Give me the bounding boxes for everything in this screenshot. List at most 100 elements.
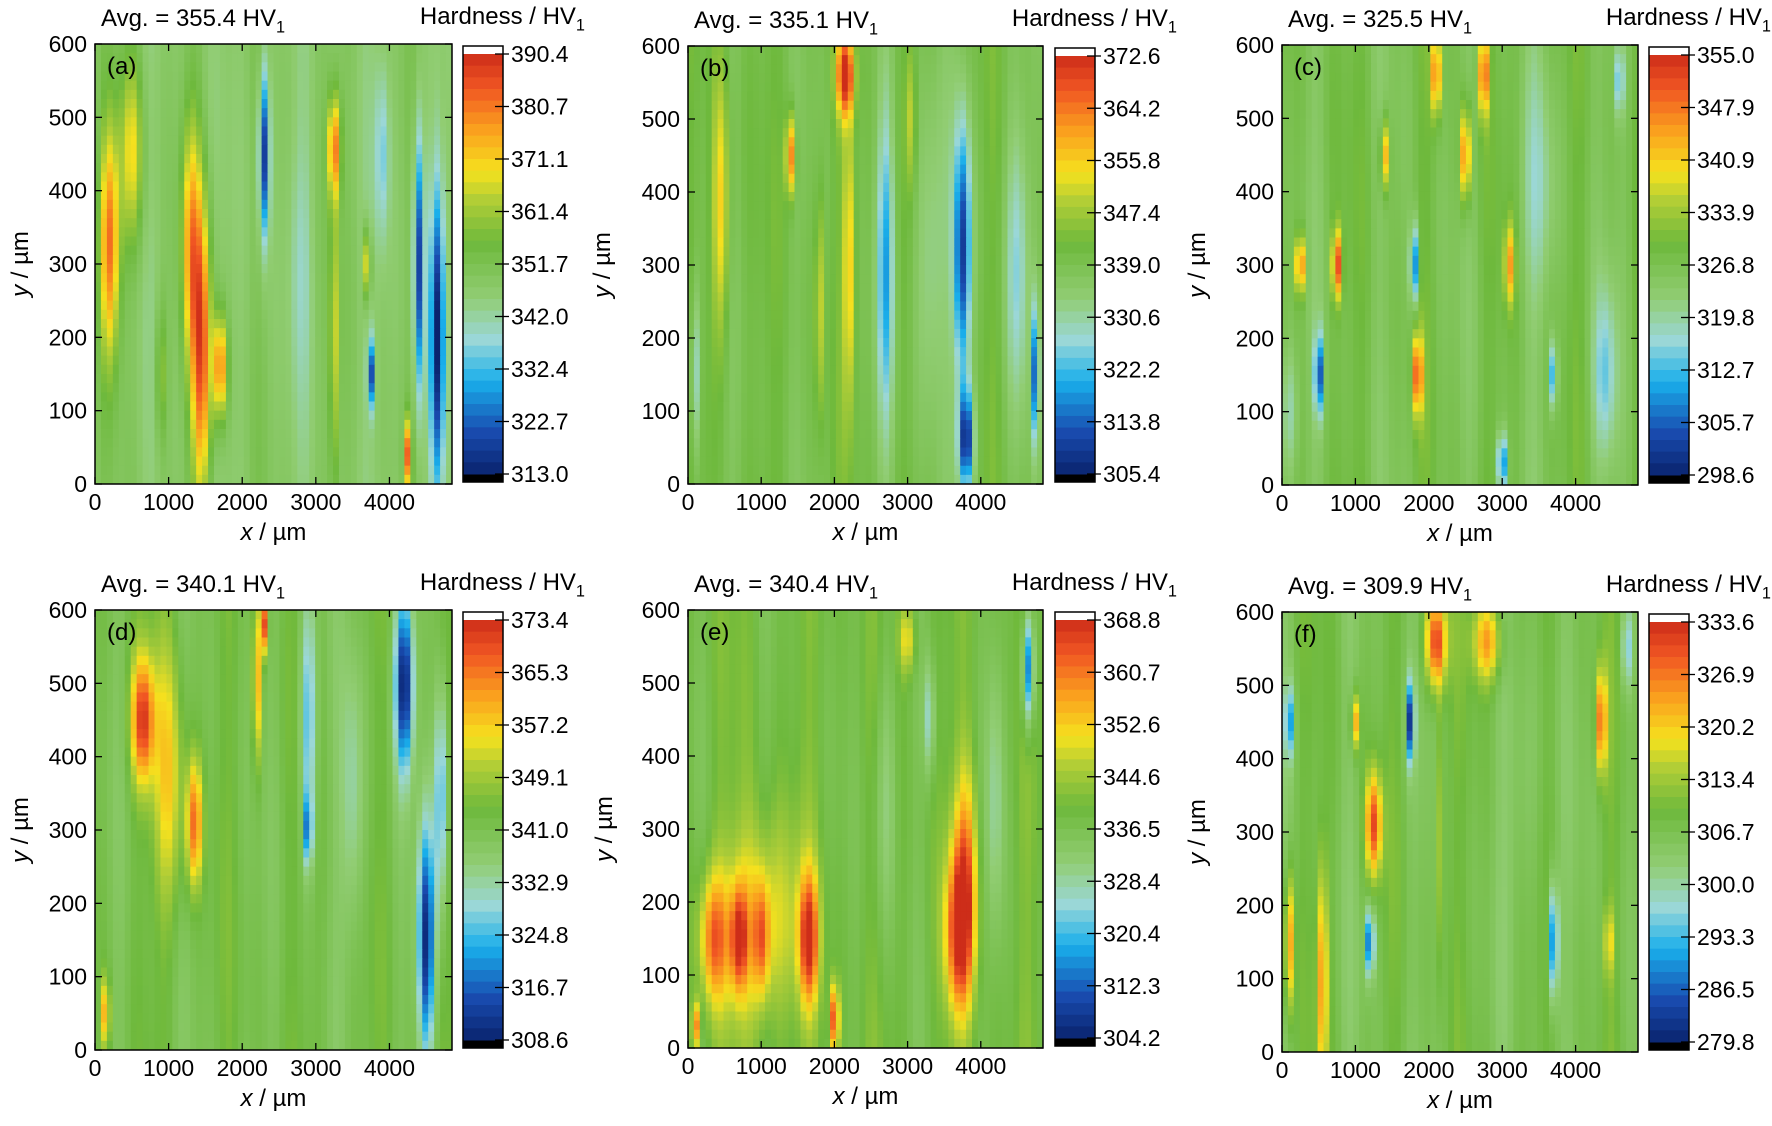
heatmap-cell (853, 46, 861, 56)
heatmap-cell (261, 108, 269, 118)
heatmap-cell (386, 401, 394, 412)
heatmap-cell (859, 128, 867, 138)
heatmap-cell (847, 128, 855, 138)
heatmap-cell (416, 71, 423, 82)
heatmap-cell (386, 144, 394, 155)
heatmap-cell (966, 274, 973, 284)
heatmap-cell (983, 292, 991, 303)
heatmap-cell (148, 44, 156, 54)
heatmap-cell (208, 227, 215, 238)
heatmap-cell (404, 62, 411, 73)
heatmap-cell (1025, 228, 1032, 239)
heatmap-cell (184, 410, 191, 421)
heatmap-cell (948, 228, 955, 239)
heatmap-cell (824, 283, 831, 293)
heatmap-cell (243, 291, 251, 302)
heatmap-cell (841, 210, 849, 220)
heatmap-cell (255, 355, 263, 366)
heatmap-cell (142, 364, 150, 375)
heatmap-cell (392, 209, 400, 219)
heatmap-cell (764, 255, 772, 266)
heatmap-cell (154, 392, 162, 403)
heatmap-cell (942, 301, 949, 312)
heatmap-cell (794, 201, 802, 211)
heatmap-cell (404, 355, 411, 366)
heatmap-cell (118, 209, 126, 219)
heatmap-cell (315, 154, 322, 164)
heatmap-cell (693, 228, 701, 239)
heatmap-cell (416, 456, 423, 467)
heatmap-cell (279, 328, 286, 338)
heatmap-cell (446, 71, 452, 82)
heatmap-cell (906, 100, 914, 111)
heatmap-cell (297, 126, 304, 137)
heatmap-cell (1001, 274, 1009, 284)
heatmap-cell (118, 419, 126, 430)
heatmap-cell (255, 401, 263, 412)
heatmap-cell (124, 172, 132, 183)
heatmap-cell (806, 255, 813, 266)
heatmap-cell (989, 255, 997, 266)
heatmap-cell (225, 465, 233, 476)
heatmap-cell (924, 137, 932, 147)
heatmap-cell (1007, 265, 1015, 275)
heatmap-cell (1013, 201, 1020, 211)
heatmap-cell (196, 438, 203, 448)
heatmap-cell (297, 44, 304, 54)
heatmap-cell (410, 209, 417, 219)
heatmap-cell (711, 100, 719, 111)
colorbar-swatch (463, 299, 503, 312)
heatmap-cell (249, 236, 257, 247)
heatmap-cell (741, 274, 748, 284)
heatmap-cell (416, 383, 423, 393)
heatmap-cell (835, 155, 843, 166)
heatmap-cell (374, 80, 382, 91)
heatmap-cell (977, 319, 985, 330)
heatmap-cell (166, 254, 173, 265)
heatmap-cell (124, 117, 132, 128)
heatmap-cell (966, 182, 973, 193)
heatmap-cell (989, 338, 997, 348)
heatmap-cell (1001, 109, 1009, 120)
heatmap-cell (818, 137, 825, 147)
heatmap-cell (237, 364, 245, 375)
heatmap-cell (989, 283, 997, 293)
heatmap-cell (309, 117, 316, 128)
heatmap-cell (321, 135, 328, 146)
heatmap-cell (924, 201, 932, 211)
heatmap-cell (142, 300, 150, 311)
heatmap-cell (362, 135, 370, 146)
heatmap-cell (912, 164, 920, 175)
heatmap-cell (106, 337, 114, 348)
heatmap-cell (100, 456, 108, 467)
heatmap-cell (446, 181, 452, 192)
heatmap-cell (309, 135, 316, 146)
heatmap-cell (1037, 91, 1043, 102)
heatmap-cell (770, 164, 778, 175)
heatmap-cell (243, 62, 251, 73)
heatmap-cell (753, 119, 760, 129)
heatmap-cell (960, 128, 967, 138)
heatmap-cell (327, 410, 334, 421)
heatmap-cell (327, 291, 334, 302)
heatmap-cell (148, 181, 156, 192)
heatmap-cell (392, 456, 400, 467)
heatmap-cell (303, 438, 310, 448)
heatmap-cell (166, 264, 173, 274)
heatmap-cell (154, 190, 162, 201)
heatmap-cell (291, 438, 298, 448)
heatmap-cell (231, 135, 239, 146)
heatmap-cell (219, 291, 227, 302)
heatmap-cell (327, 236, 334, 247)
heatmap-cell (410, 126, 417, 137)
heatmap-cell (202, 438, 209, 448)
heatmap-cell (865, 182, 873, 193)
heatmap-cell (688, 137, 695, 147)
heatmap-cell (960, 301, 967, 312)
heatmap-cell (717, 301, 725, 312)
heatmap-cell (966, 100, 973, 111)
heatmap-cell (759, 192, 766, 202)
heatmap-cell (764, 201, 772, 211)
heatmap-cell (1019, 310, 1026, 321)
heatmap-cell (404, 209, 411, 219)
